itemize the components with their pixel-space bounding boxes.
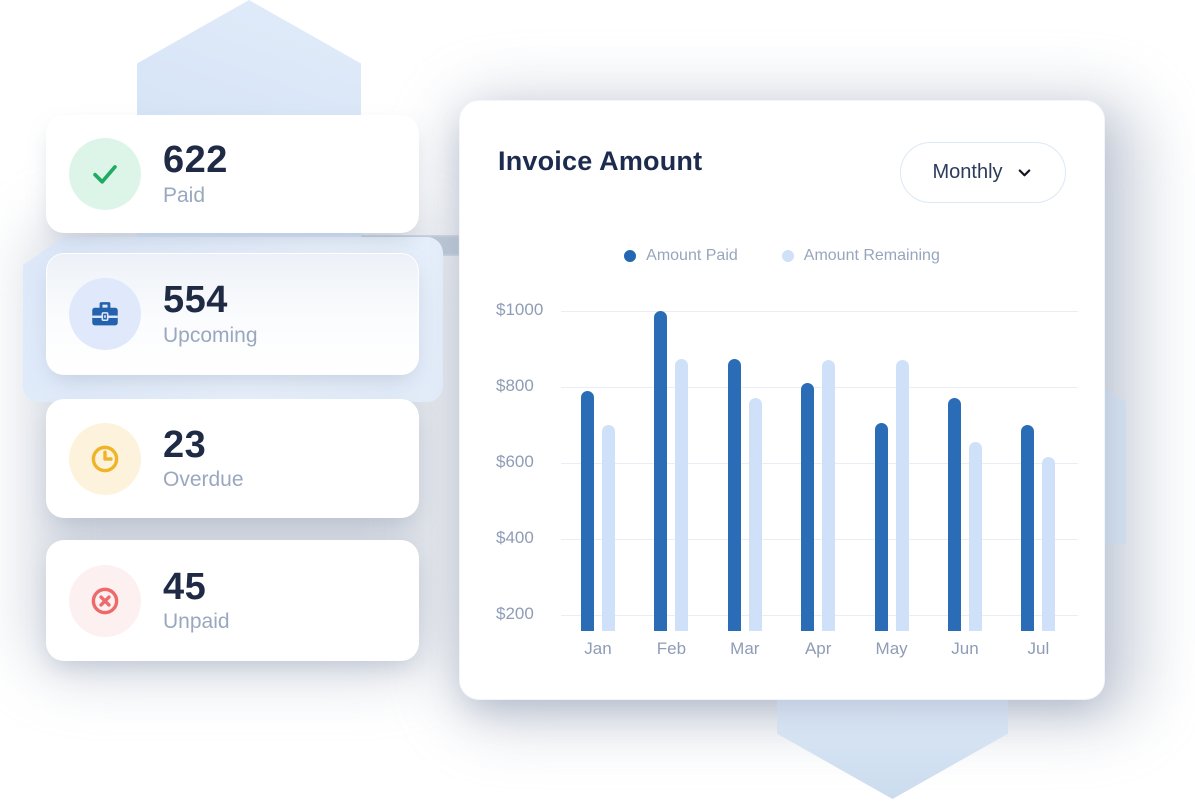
briefcase-icon <box>69 278 141 350</box>
bar-jun-paid <box>948 398 961 631</box>
gridline <box>561 539 1078 540</box>
stat-label-overdue: Overdue <box>163 468 244 492</box>
stat-value-paid: 622 <box>163 139 228 182</box>
bar-chart-plot <box>561 311 1078 631</box>
bar-feb-paid <box>654 311 668 631</box>
bar-apr-paid <box>801 383 815 631</box>
y-tick-label: $600 <box>496 452 534 471</box>
bar-jul-remaining <box>1042 457 1056 631</box>
y-tick-label: $400 <box>496 528 534 547</box>
gridline <box>561 387 1078 388</box>
legend-dot-icon <box>781 250 794 262</box>
stat-card-unpaid[interactable]: 45 Unpaid <box>46 540 419 661</box>
legend-item-1[interactable]: Amount Remaining <box>781 247 940 265</box>
period-dropdown-value: Monthly <box>932 161 1003 183</box>
legend-label: Amount Remaining <box>803 247 940 264</box>
bar-may-paid <box>874 423 888 631</box>
x-tick-label-jan: Jan <box>584 639 612 658</box>
bar-apr-remaining <box>822 360 836 631</box>
arrow-down-decoration <box>777 700 1008 799</box>
x-tick-label-feb: Feb <box>656 639 687 658</box>
stat-value-unpaid: 45 <box>163 565 207 608</box>
x-tick-label-apr: Apr <box>804 639 832 658</box>
stat-label-paid: Paid <box>163 183 206 207</box>
bar-jan-remaining <box>602 425 615 631</box>
x-tick-label-jun: Jun <box>951 639 979 658</box>
right-tab-decoration <box>1105 388 1126 544</box>
chart-legend: Amount Paid Amount Remaining <box>460 247 1104 265</box>
bar-mar-remaining <box>748 398 762 631</box>
legend-dot-icon <box>624 250 637 262</box>
stat-label-upcoming: Upcoming <box>163 323 258 347</box>
period-dropdown[interactable]: Monthly <box>900 142 1066 203</box>
legend-item-0[interactable]: Amount Paid <box>624 247 738 265</box>
y-tick-label: $1000 <box>496 300 544 319</box>
bar-jun-remaining <box>969 442 982 631</box>
check-icon <box>69 138 141 210</box>
bar-mar-paid <box>727 358 741 631</box>
gridline <box>561 311 1078 312</box>
gridline <box>561 463 1078 464</box>
y-tick-label: $200 <box>496 604 534 623</box>
bar-jan-paid <box>581 390 594 631</box>
x-tick-label-mar: Mar <box>730 639 760 658</box>
stat-card-upcoming[interactable]: 554 Upcoming <box>46 253 419 375</box>
chart-title: Invoice Amount <box>498 146 703 176</box>
legend-label: Amount Paid <box>646 247 738 264</box>
stat-card-paid[interactable]: 622 Paid <box>46 115 419 233</box>
chevron-down-icon <box>1015 163 1034 182</box>
x-tick-label-may: May <box>875 639 908 658</box>
clock-icon <box>69 422 141 495</box>
stat-label-unpaid: Unpaid <box>163 610 230 634</box>
invoice-amount-card: Invoice Amount Monthly Amount Paid Amount… <box>459 100 1105 700</box>
y-tick-label: $800 <box>496 376 534 395</box>
bar-may-remaining <box>895 360 909 631</box>
x-tick-label-jul: Jul <box>1027 639 1050 658</box>
bar-feb-remaining <box>675 358 689 631</box>
x-circle-icon <box>69 564 141 637</box>
gridline <box>561 615 1078 616</box>
bar-jul-paid <box>1021 425 1035 631</box>
stat-card-overdue[interactable]: 23 Overdue <box>46 399 419 518</box>
stat-value-overdue: 23 <box>163 423 207 466</box>
stat-value-upcoming: 554 <box>163 279 228 322</box>
